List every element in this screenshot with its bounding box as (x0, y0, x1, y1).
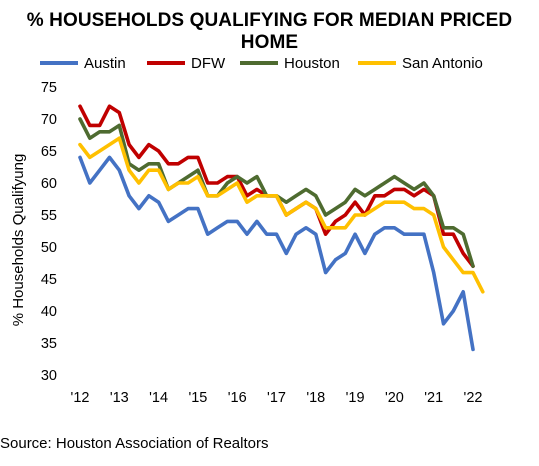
x-tick-label: '13 (110, 390, 129, 406)
x-tick-label: '22 (464, 390, 483, 406)
chart-title: % HOUSEHOLDS QUALIFYING FOR MEDIAN PRICE… (26, 10, 513, 53)
x-tick-label: '21 (424, 390, 443, 406)
legend-label: DFW (191, 55, 226, 72)
legend-label: Houston (284, 55, 340, 72)
x-tick-label: '19 (346, 390, 365, 406)
y-axis-label-group: % Households Qualifyung (10, 154, 27, 327)
y-tick-label: 30 (41, 368, 57, 384)
x-tick-label: '12 (71, 390, 90, 406)
series-line-dfw (78, 104, 475, 269)
x-tick-label: '18 (306, 390, 325, 406)
series-line-austin (78, 155, 475, 352)
y-axis-label: % Households Qualifyung (10, 154, 27, 327)
y-tick-label: 75 (41, 80, 57, 96)
x-tick-label: '15 (188, 390, 207, 406)
y-tick-label: 60 (41, 176, 57, 192)
series-lines (78, 104, 485, 352)
y-tick-label: 70 (41, 112, 57, 128)
x-tick-label: '17 (267, 390, 286, 406)
series-line-san-antonio (78, 136, 485, 294)
x-tick-label: '20 (385, 390, 404, 406)
legend-label: San Antonio (402, 55, 483, 72)
legend-label: Austin (84, 55, 126, 72)
y-axis-ticks: 30 35 40 45 50 55 60 65 70 75 (41, 80, 57, 384)
y-tick-label: 65 (41, 144, 57, 160)
y-tick-label: 35 (41, 336, 57, 352)
y-tick-label: 45 (41, 272, 57, 288)
x-axis-ticks: '12 '13 '14 '15 '16 '17 '18 '19 '20 '21 '22 (71, 390, 483, 406)
series-line-houston (78, 117, 475, 269)
x-tick-label: '14 (149, 390, 168, 406)
y-tick-label: 55 (41, 208, 57, 224)
y-tick-label: 50 (41, 240, 57, 256)
x-tick-label: '16 (228, 390, 247, 406)
source-note: Source: Houston Association of Realtors (0, 435, 269, 452)
legend: Austin DFW Houston San Antonio (40, 55, 483, 72)
y-tick-label: 40 (41, 304, 57, 320)
